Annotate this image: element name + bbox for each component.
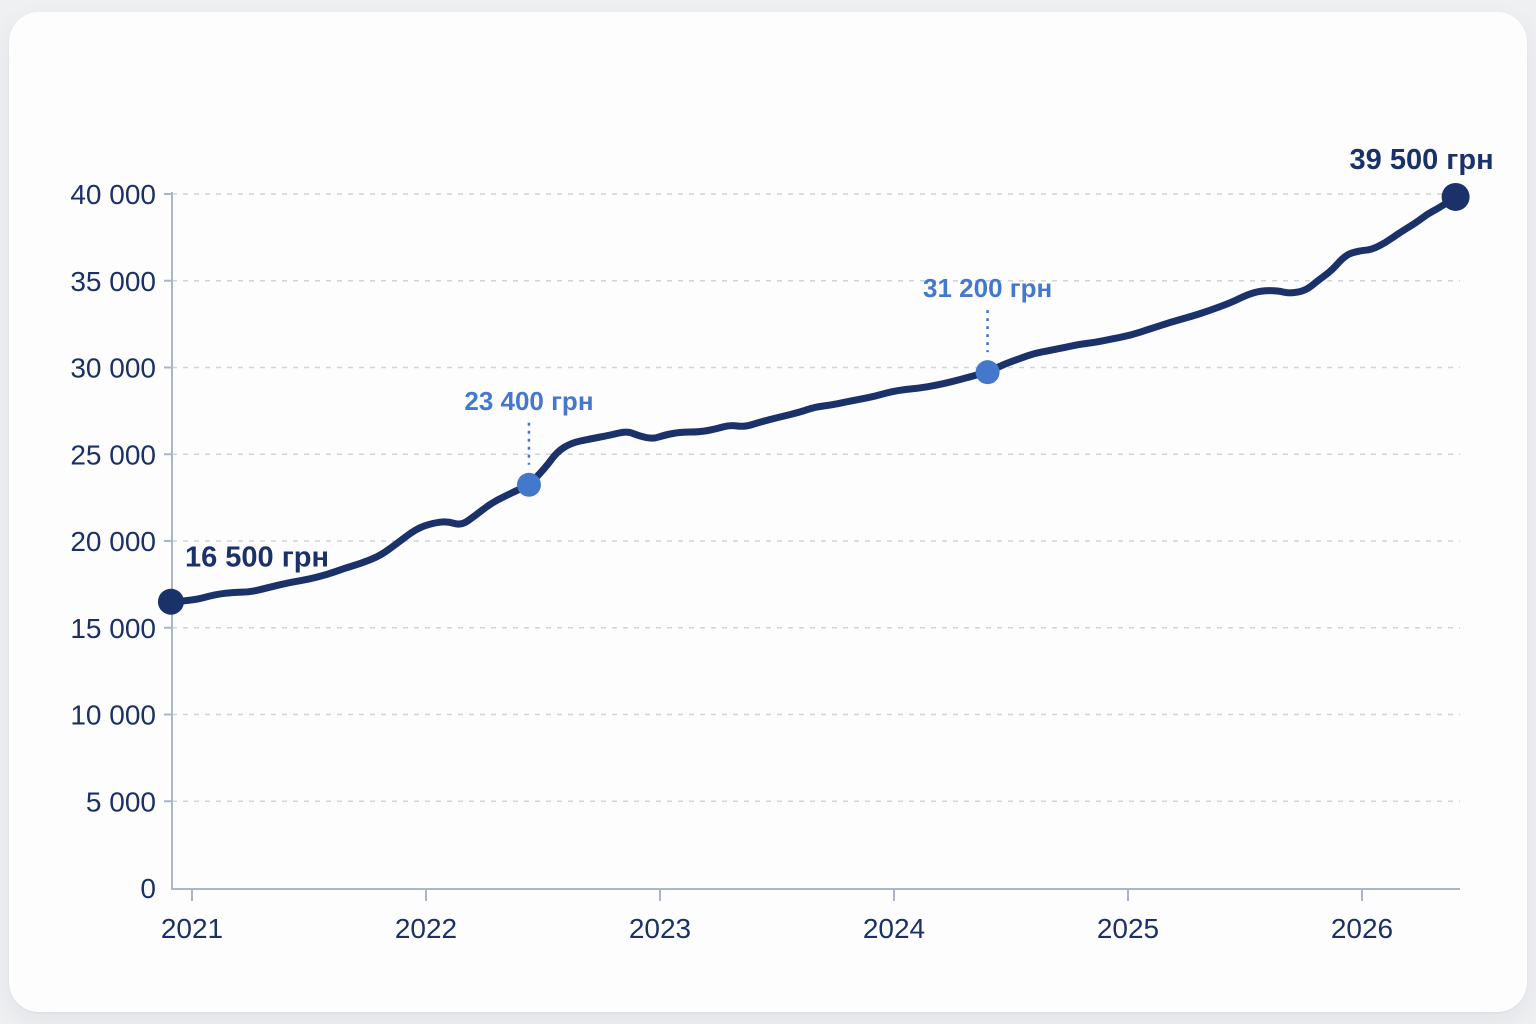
- x-axis-label: 2026: [1331, 913, 1393, 944]
- x-axis-label: 2021: [161, 913, 223, 944]
- y-axis-label: 0: [140, 873, 156, 904]
- annotation-dot: [157, 588, 184, 615]
- annotation-label: 31 200 грн: [923, 273, 1052, 303]
- y-axis-label: 25 000: [70, 439, 156, 470]
- y-axis-label: 10 000: [70, 700, 156, 731]
- annotation-label: 39 500 грн: [1350, 144, 1494, 176]
- trend-line: [167, 193, 1460, 606]
- x-axis-label: 2022: [395, 913, 457, 944]
- x-axis-label: 2024: [863, 913, 925, 944]
- annotation-dot: [1441, 182, 1470, 211]
- y-axis-label: 35 000: [70, 266, 156, 297]
- x-axis-label: 2025: [1097, 913, 1159, 944]
- y-axis-label: 15 000: [70, 613, 156, 644]
- y-axis-label: 30 000: [70, 353, 156, 384]
- x-axis-label: 2023: [629, 913, 691, 944]
- y-axis-label: 20 000: [70, 526, 156, 557]
- annotation-dot: [516, 472, 541, 497]
- chart-card: [9, 12, 1527, 1012]
- y-axis-label: 40 000: [70, 179, 156, 210]
- annotation-dot: [975, 360, 1000, 385]
- annotation-label: 23 400 грн: [464, 386, 593, 416]
- y-axis-label: 5 000: [86, 786, 156, 817]
- annotation-label: 16 500 грн: [185, 542, 329, 574]
